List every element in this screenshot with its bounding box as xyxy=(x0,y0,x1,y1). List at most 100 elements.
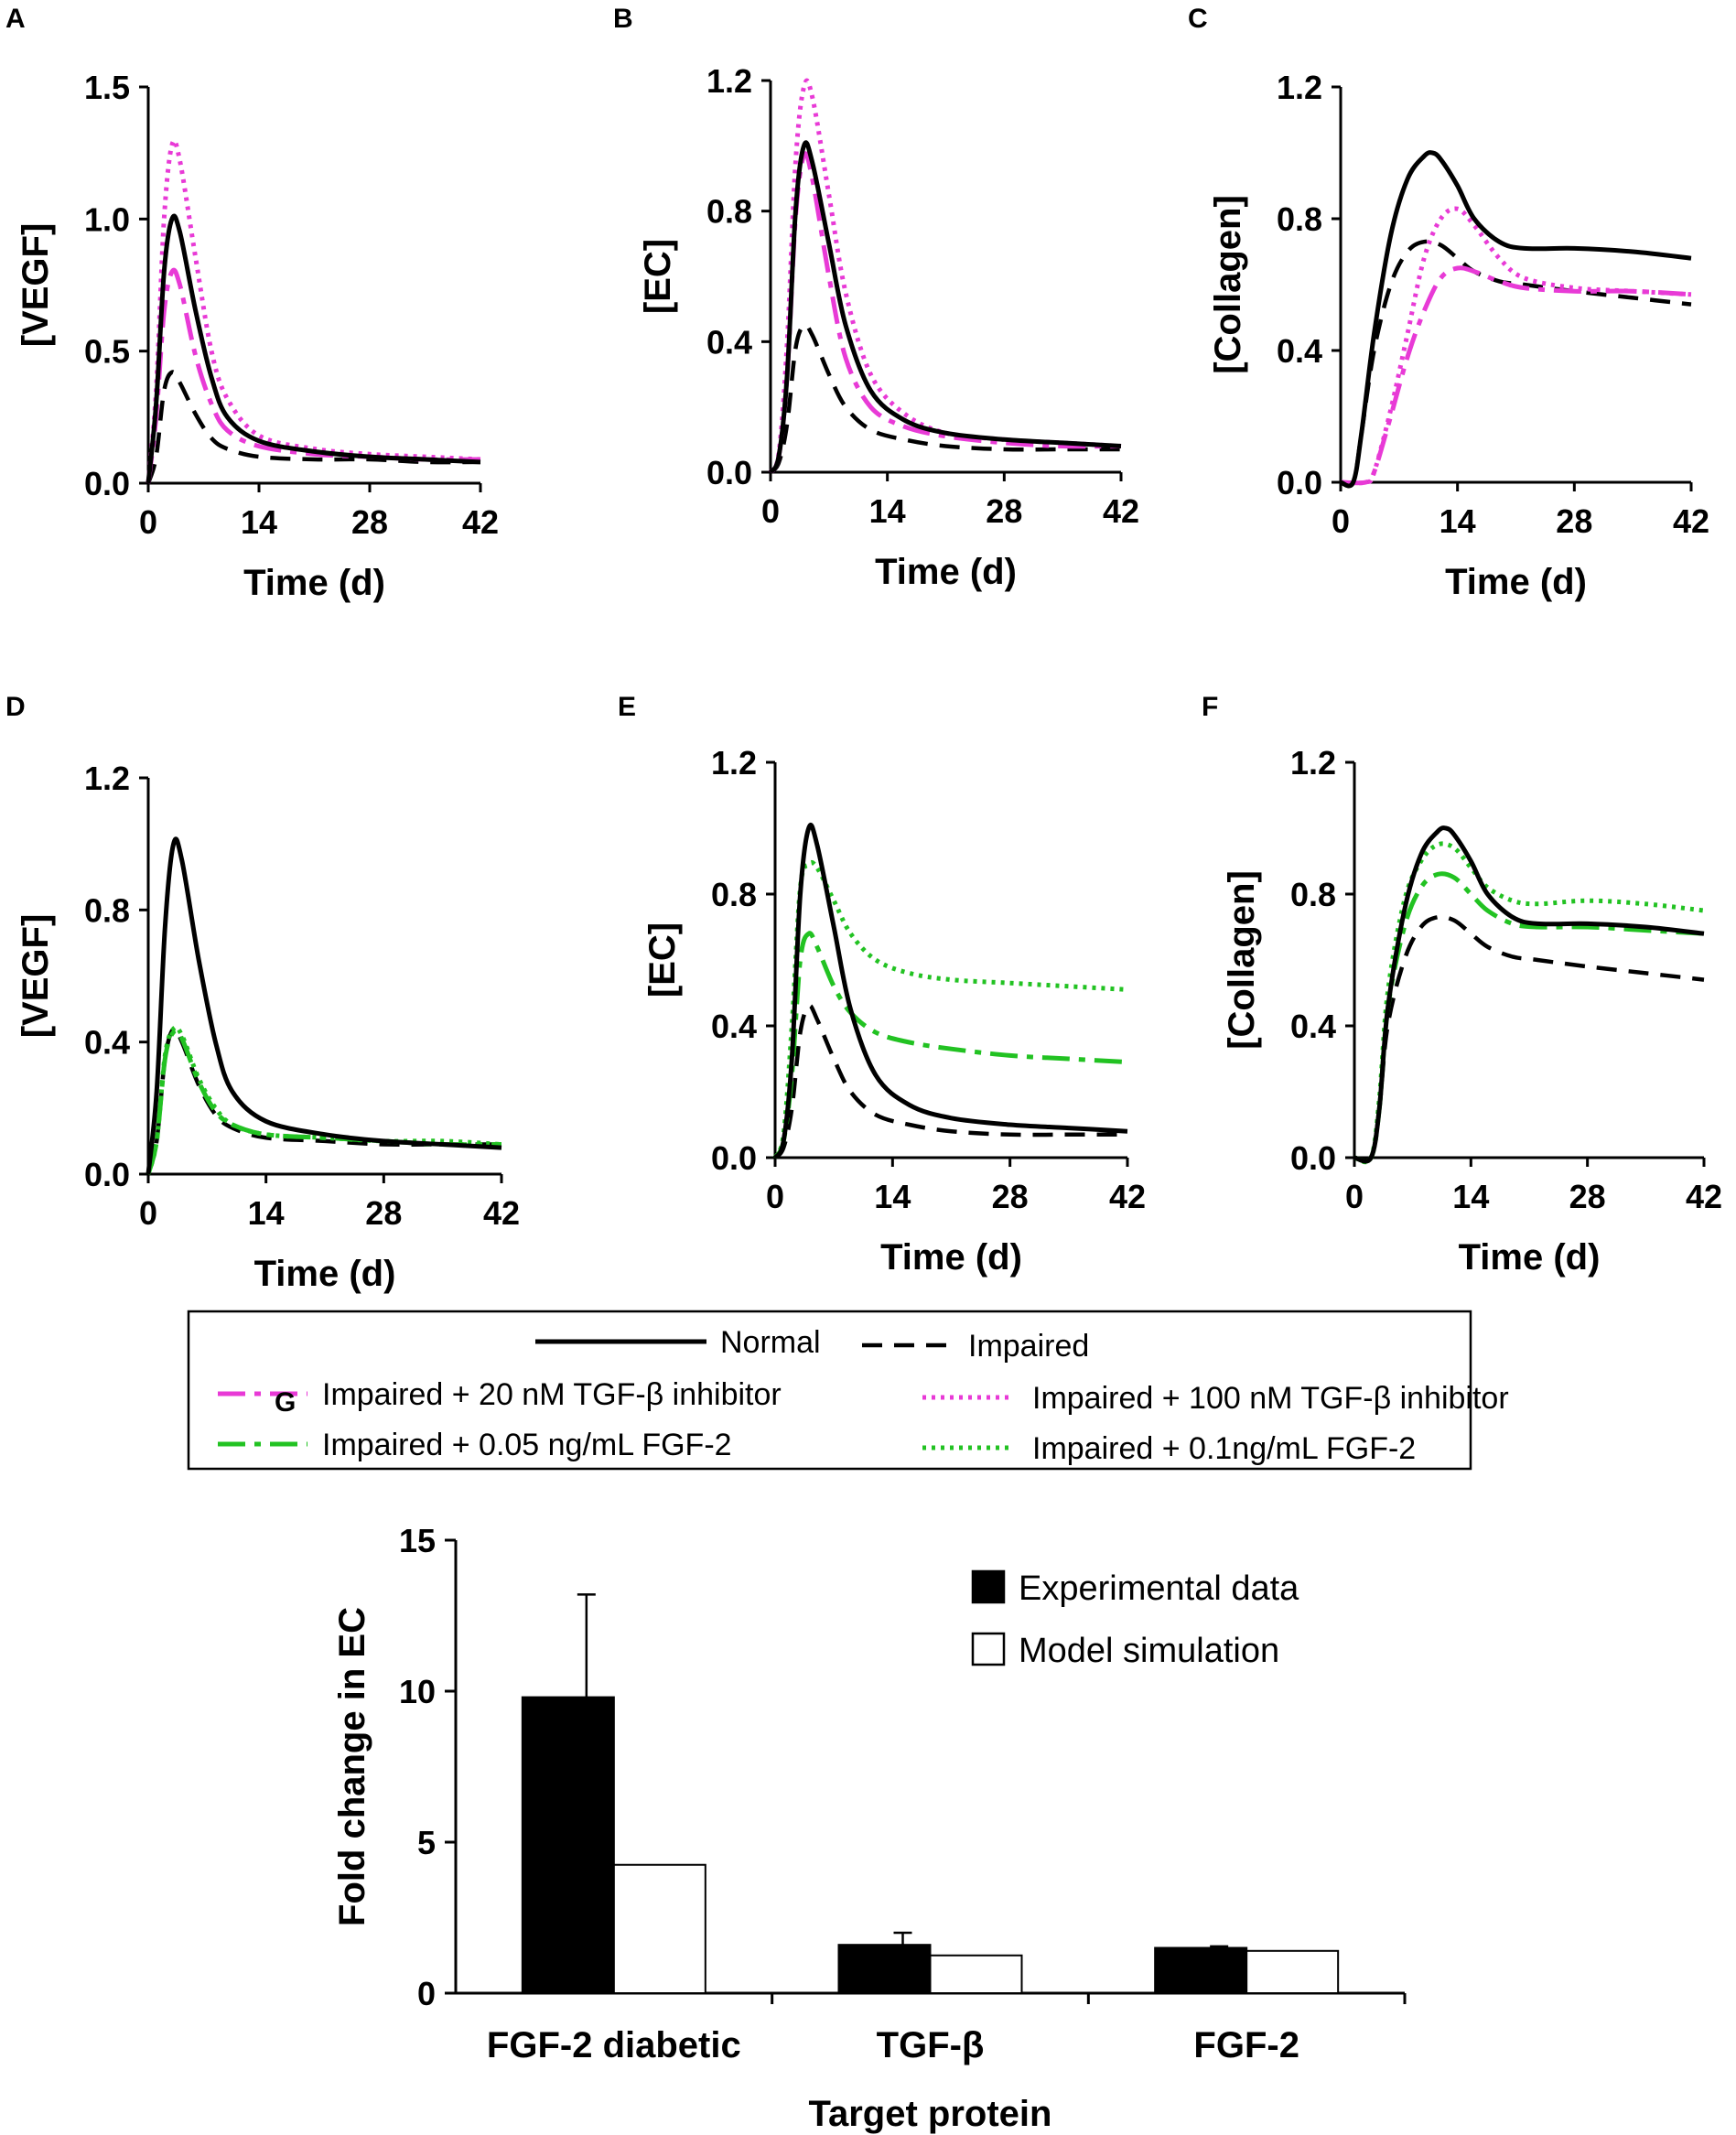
bar-legend: Experimental data Model simulation xyxy=(971,1569,1299,1670)
category-label: TGF-β xyxy=(877,2025,985,2065)
x-tick-label: 42 xyxy=(1103,492,1139,530)
panel-letter: C xyxy=(1188,4,1208,34)
y-axis-title: [Collagen] xyxy=(1208,195,1248,374)
series-line-impaired xyxy=(146,1026,501,1175)
x-tick-label: 0 xyxy=(1345,1178,1364,1215)
panel-f: F 0.0 0.4 0.8 1.2 0 14 28 42 Time (d) [Collagen] xyxy=(1202,692,1722,1278)
y-tick-label: 1.2 xyxy=(706,62,752,100)
legend-label: Model simulation xyxy=(1019,1632,1279,1670)
y-axis-title: [EC] xyxy=(638,239,678,314)
bar-experimental xyxy=(521,1696,615,1994)
y-tick-label: 1.2 xyxy=(84,760,130,797)
y-tick-label: 0.8 xyxy=(84,891,130,929)
panel-c: C 0.0 0.4 0.8 1.2 0 14 28 42 Time (d) [Collagen] xyxy=(1188,4,1709,602)
y-axis-title: [VEGF] xyxy=(16,223,56,348)
legend-label-fgf01: Impaired + 0.1ng/mL FGF-2 xyxy=(1032,1431,1416,1466)
y-tick-label: 10 xyxy=(399,1673,436,1710)
series-line-tgf100 xyxy=(146,138,481,484)
y-tick-label: 0.4 xyxy=(706,323,752,361)
series-line-tgf20 xyxy=(1340,265,1692,486)
x-tick-label: 14 xyxy=(1452,1178,1489,1215)
panel-letter: D xyxy=(5,692,26,722)
legend-label: Experimental data xyxy=(1019,1569,1299,1608)
y-tick-label: 0.0 xyxy=(1290,1139,1336,1177)
series-line-impaired xyxy=(773,1003,1127,1159)
y-tick-label: 1.2 xyxy=(1290,744,1336,782)
x-tick-label: 28 xyxy=(1569,1178,1606,1215)
y-tick-label: 0.4 xyxy=(84,1024,130,1062)
y-tick-label: 1.2 xyxy=(1277,69,1322,106)
panel-a: A 0.0 0.5 1.0 1.5 0 14 28 42 Time (d) [VEGF] xyxy=(5,4,499,603)
y-tick-label: 0.4 xyxy=(1290,1008,1336,1045)
y-tick-label: 1.0 xyxy=(84,200,130,238)
category-label: FGF-2 xyxy=(1193,2025,1299,2065)
panel-g: G 0 5 10 15 FGF-2 diabetic TGF-β FGF-2 Target pr… xyxy=(275,1387,1407,2134)
x-tick-label: 0 xyxy=(1332,502,1350,540)
panel-e: E 0.0 0.4 0.8 1.2 0 14 28 42 Time (d) [EC] xyxy=(618,692,1146,1278)
x-axis-title: Target protein xyxy=(809,2094,1052,2134)
y-axis-title: [EC] xyxy=(642,922,683,997)
series-line-tgf20 xyxy=(768,151,1122,474)
x-tick-label: 28 xyxy=(365,1194,402,1232)
x-tick-label: 14 xyxy=(869,492,906,530)
series-line-impaired xyxy=(1340,239,1692,489)
category-label: FGF-2 diabetic xyxy=(487,2025,741,2065)
series-line-normal xyxy=(1353,825,1705,1164)
bar-experimental xyxy=(1154,1946,1248,1994)
x-tick-label: 14 xyxy=(248,1194,285,1232)
x-axis-title: Time (d) xyxy=(243,563,385,603)
y-tick-label: 0.8 xyxy=(711,876,757,913)
x-tick-label: 28 xyxy=(986,492,1022,530)
x-tick-label: 42 xyxy=(462,503,499,541)
x-tick-label: 0 xyxy=(766,1178,784,1215)
bar-model xyxy=(1245,1949,1340,1995)
y-tick-label: 0.0 xyxy=(84,1156,130,1193)
panel-d: D 0.0 0.4 0.8 1.2 0 14 28 42 Time (d) [VEGF] xyxy=(5,692,520,1294)
y-axis-title: [VEGF] xyxy=(16,914,56,1039)
x-tick-label: 0 xyxy=(139,503,157,541)
x-axis-title: Time (d) xyxy=(1459,1237,1601,1278)
y-tick-label: 5 xyxy=(417,1824,436,1861)
x-axis-title: Time (d) xyxy=(1445,562,1587,602)
y-axis-title: Fold change in EC xyxy=(332,1607,372,1926)
y-tick-label: 0.4 xyxy=(711,1008,757,1045)
series-line-fgf005 xyxy=(1353,871,1705,1164)
x-tick-label: 14 xyxy=(241,503,277,541)
legend-label-tgf20: Impaired + 20 nM TGF-β inhibitor xyxy=(322,1377,782,1412)
panel-letter: A xyxy=(5,4,26,34)
x-tick-label: 42 xyxy=(483,1194,520,1232)
series-line-normal xyxy=(1340,150,1692,489)
y-tick-label: 0 xyxy=(417,1975,436,2012)
y-tick-label: 0.0 xyxy=(1277,464,1322,501)
x-tick-label: 42 xyxy=(1673,502,1709,540)
bar-experimental xyxy=(837,1944,932,1994)
x-tick-label: 28 xyxy=(1556,502,1592,540)
y-tick-label: 0.0 xyxy=(706,454,752,491)
legend-label-impaired: Impaired xyxy=(968,1329,1089,1364)
y-tick-label: 0.8 xyxy=(706,193,752,231)
series-line-impaired xyxy=(769,322,1121,474)
legend-swatch xyxy=(971,1569,1006,1604)
legend-label-normal: Normal xyxy=(720,1325,821,1360)
x-tick-label: 42 xyxy=(1686,1178,1722,1215)
x-tick-label: 0 xyxy=(139,1194,157,1232)
series-line-tgf100 xyxy=(1340,206,1692,486)
panel-b: B 0.0 0.4 0.8 1.2 0 14 28 42 Time (d) [EC] xyxy=(613,4,1139,592)
x-axis-title: Time (d) xyxy=(875,552,1017,592)
y-axis-title: [Collagen] xyxy=(1222,870,1262,1050)
series-line-impaired xyxy=(146,370,481,484)
y-tick-label: 1.5 xyxy=(84,69,130,106)
y-tick-label: 0.4 xyxy=(1277,332,1322,370)
legend-label-tgf100: Impaired + 100 nM TGF-β inhibitor xyxy=(1032,1381,1509,1416)
series-line-normal xyxy=(772,822,1128,1159)
x-tick-label: 0 xyxy=(761,492,780,530)
x-axis-title: Time (d) xyxy=(880,1237,1022,1278)
legend-label-fgf005: Impaired + 0.05 ng/mL FGF-2 xyxy=(322,1428,732,1462)
series-line-normal xyxy=(146,836,502,1175)
series-line-fgf005 xyxy=(146,1028,502,1175)
x-tick-label: 14 xyxy=(874,1178,911,1215)
x-tick-label: 14 xyxy=(1439,502,1476,540)
y-tick-label: 0.0 xyxy=(84,465,130,502)
panel-letter: F xyxy=(1202,692,1218,722)
y-tick-label: 15 xyxy=(399,1522,436,1559)
